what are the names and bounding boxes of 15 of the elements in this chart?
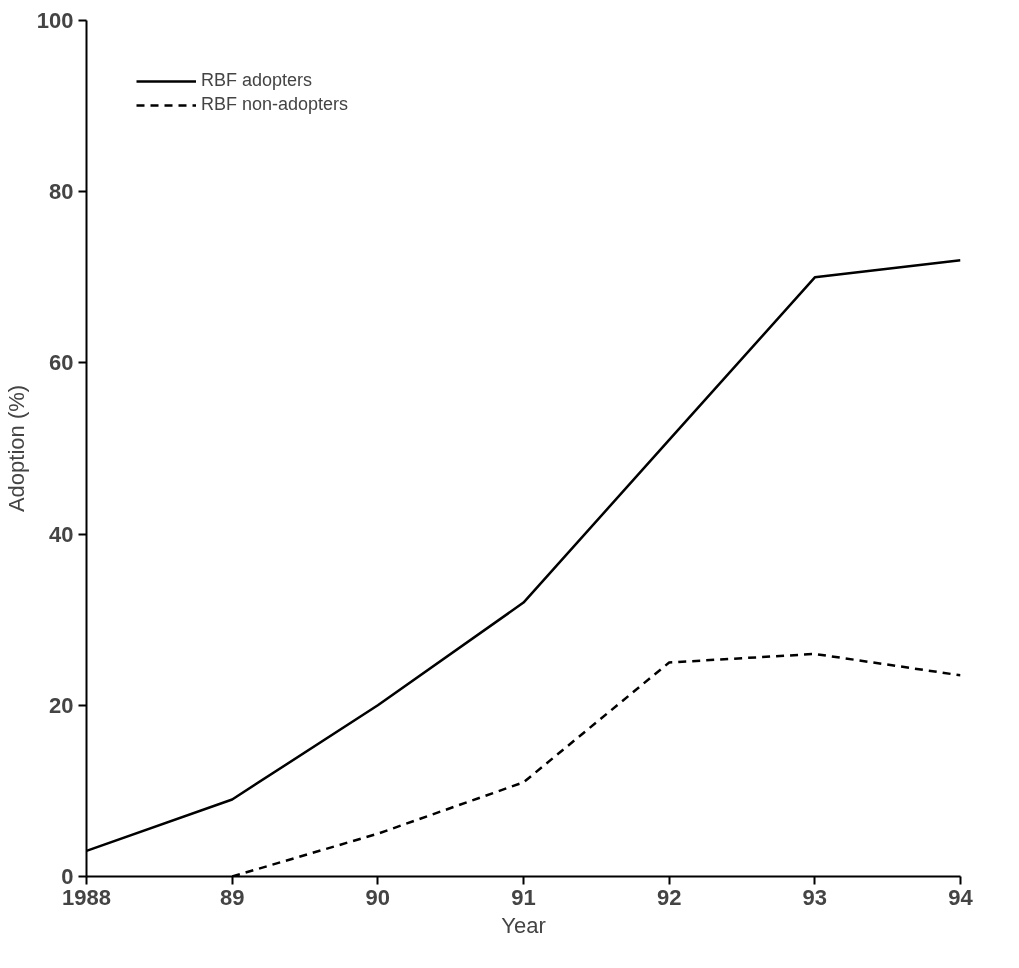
legend-label: RBF non-adopters bbox=[201, 94, 349, 115]
x-tick-label: 90 bbox=[365, 884, 391, 910]
x-tick-label: 91 bbox=[511, 884, 536, 910]
y-axis-title: Adoption (%) bbox=[3, 384, 29, 513]
x-axis-title: Year bbox=[501, 912, 546, 938]
y-tick-label: 80 bbox=[49, 179, 74, 205]
y-tick-label: 100 bbox=[36, 8, 74, 33]
y-tick-label: 40 bbox=[49, 521, 74, 547]
x-tick-label: 92 bbox=[656, 884, 682, 910]
x-tick-label: 94 bbox=[948, 884, 974, 910]
x-tick-label: 89 bbox=[219, 884, 245, 910]
y-tick-label: 60 bbox=[49, 350, 74, 376]
x-tick-label: 93 bbox=[802, 884, 828, 910]
y-tick-label: 20 bbox=[49, 692, 74, 718]
legend-label: RBF adopters bbox=[201, 70, 313, 91]
